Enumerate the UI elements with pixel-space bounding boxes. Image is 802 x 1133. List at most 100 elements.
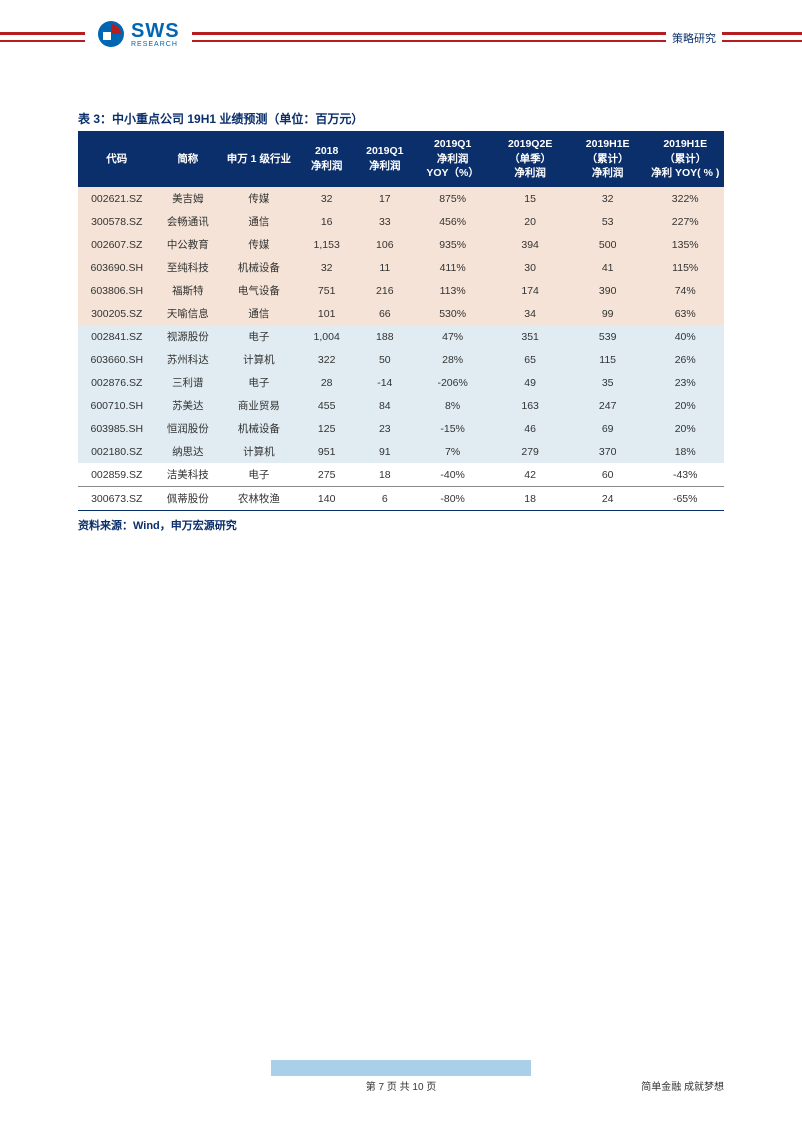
table-cell: 002859.SZ <box>78 463 156 487</box>
table-cell: 商业贸易 <box>220 394 298 417</box>
table-cell: 603660.SH <box>78 348 156 371</box>
table-cell: 539 <box>569 325 647 348</box>
table-cell: 通信 <box>220 302 298 325</box>
table-cell: 15 <box>491 187 569 210</box>
table-cell: 351 <box>491 325 569 348</box>
table-col-header: 2018净利润 <box>298 131 356 187</box>
table-cell: 16 <box>298 210 356 233</box>
table-cell: 47% <box>414 325 492 348</box>
table-cell: -14 <box>356 371 414 394</box>
table-cell: 115% <box>646 256 724 279</box>
table-cell: 纳思达 <box>156 440 221 463</box>
table-row: 300578.SZ会畅通讯通信1633456%2053227% <box>78 210 724 233</box>
table-cell: 机械设备 <box>220 417 298 440</box>
table-cell: 411% <box>414 256 492 279</box>
table-cell: 6 <box>356 487 414 511</box>
table-cell: 600710.SH <box>78 394 156 417</box>
table-cell: 63% <box>646 302 724 325</box>
table-row: 300673.SZ佩蒂股份农林牧渔1406-80%1824-65% <box>78 487 724 511</box>
table-row: 600710.SH苏美达商业贸易455848%16324720% <box>78 394 724 417</box>
table-cell: -80% <box>414 487 492 511</box>
table-cell: 18 <box>356 463 414 487</box>
table-cell: 300578.SZ <box>78 210 156 233</box>
logo-icon <box>97 20 125 48</box>
table-cell: 8% <box>414 394 492 417</box>
table-cell: 69 <box>569 417 647 440</box>
table-cell: 456% <box>414 210 492 233</box>
table-cell: 875% <box>414 187 492 210</box>
table-cell: 113% <box>414 279 492 302</box>
table-cell: 370 <box>569 440 647 463</box>
table-cell: 394 <box>491 233 569 256</box>
page-number: 第 7 页 共 10 页 <box>78 1078 724 1093</box>
table-cell: 216 <box>356 279 414 302</box>
table-cell: 7% <box>414 440 492 463</box>
table-cell: 洁美科技 <box>156 463 221 487</box>
table-cell: 91 <box>356 440 414 463</box>
logo-subtext: RESEARCH <box>131 41 180 48</box>
table-cell: 951 <box>298 440 356 463</box>
table-cell: 140 <box>298 487 356 511</box>
table-cell: 计算机 <box>220 348 298 371</box>
table-cell: 恒润股份 <box>156 417 221 440</box>
table-cell: 50 <box>356 348 414 371</box>
table-cell: 20% <box>646 417 724 440</box>
table-cell: 会畅通讯 <box>156 210 221 233</box>
table-row: 002180.SZ纳思达计算机951917%27937018% <box>78 440 724 463</box>
table-row: 300205.SZ天喻信息通信10166530%349963% <box>78 302 724 325</box>
table-cell: -15% <box>414 417 492 440</box>
table-cell: 99 <box>569 302 647 325</box>
table-row: 002607.SZ中公教育传媒1,153106935%394500135% <box>78 233 724 256</box>
table-cell: 28 <box>298 371 356 394</box>
forecast-table: 代码简称申万 1 级行业2018净利润2019Q1净利润2019Q1净利润YOY… <box>78 131 724 511</box>
table-cell: 300673.SZ <box>78 487 156 511</box>
table-cell: 电气设备 <box>220 279 298 302</box>
table-cell: -43% <box>646 463 724 487</box>
table-cell: 188 <box>356 325 414 348</box>
table-cell: 传媒 <box>220 187 298 210</box>
table-cell: 福斯特 <box>156 279 221 302</box>
table-cell: 455 <box>298 394 356 417</box>
table-cell: 23 <box>356 417 414 440</box>
table-row: 603985.SH恒润股份机械设备12523-15%466920% <box>78 417 724 440</box>
table-cell: 三利谱 <box>156 371 221 394</box>
table-cell: 电子 <box>220 325 298 348</box>
table-cell: 农林牧渔 <box>220 487 298 511</box>
table-cell: 65 <box>491 348 569 371</box>
table-cell: 18% <box>646 440 724 463</box>
logo: SWS RESEARCH <box>85 20 192 48</box>
table-cell: 163 <box>491 394 569 417</box>
table-cell: 60 <box>569 463 647 487</box>
footer-bar <box>271 1060 531 1076</box>
table-cell: 49 <box>491 371 569 394</box>
table-body: 002621.SZ美吉姆传媒3217875%1532322%300578.SZ会… <box>78 187 724 511</box>
table-cell: 1,004 <box>298 325 356 348</box>
table-cell: 002841.SZ <box>78 325 156 348</box>
table-col-header: 2019Q1净利润YOY（%） <box>414 131 492 187</box>
table-cell: 35 <box>569 371 647 394</box>
table-cell: 17 <box>356 187 414 210</box>
table-cell: 美吉姆 <box>156 187 221 210</box>
table-cell: 275 <box>298 463 356 487</box>
table-cell: 935% <box>414 233 492 256</box>
footer-slogan: 简单金融 成就梦想 <box>641 1078 724 1093</box>
table-col-header: 简称 <box>156 131 221 187</box>
table-col-header: 申万 1 级行业 <box>220 131 298 187</box>
table-cell: -40% <box>414 463 492 487</box>
table-cell: 603806.SH <box>78 279 156 302</box>
table-col-header: 代码 <box>78 131 156 187</box>
table-cell: 28% <box>414 348 492 371</box>
table-row: 603690.SH至纯科技机械设备3211411%3041115% <box>78 256 724 279</box>
table-cell: 40% <box>646 325 724 348</box>
table-cell: 41 <box>569 256 647 279</box>
table-cell: 33 <box>356 210 414 233</box>
table-cell: 115 <box>569 348 647 371</box>
table-cell: 23% <box>646 371 724 394</box>
table-cell: 135% <box>646 233 724 256</box>
table-cell: 300205.SZ <box>78 302 156 325</box>
table-cell: 322 <box>298 348 356 371</box>
logo-text: SWS <box>131 21 180 41</box>
table-title: 表 3：中小重点公司 19H1 业绩预测（单位：百万元） <box>78 110 724 127</box>
table-cell: 106 <box>356 233 414 256</box>
table-cell: 电子 <box>220 463 298 487</box>
